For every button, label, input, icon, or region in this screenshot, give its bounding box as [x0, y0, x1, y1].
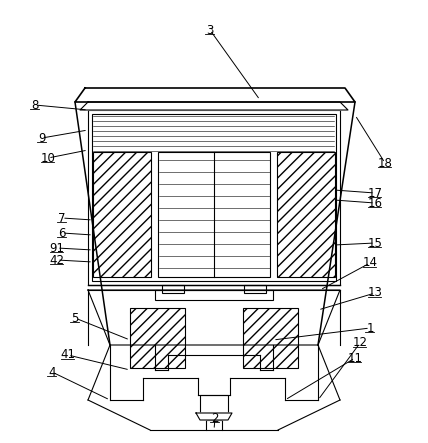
Text: 42: 42: [50, 253, 65, 267]
Text: 12: 12: [353, 337, 368, 350]
Polygon shape: [88, 290, 340, 345]
Text: 3: 3: [206, 23, 214, 36]
Polygon shape: [80, 102, 348, 110]
Bar: [92, 114, 336, 281]
Text: 4: 4: [48, 365, 56, 378]
Text: 11: 11: [348, 351, 363, 365]
Text: 9: 9: [38, 132, 46, 144]
Bar: [243, 308, 298, 368]
Bar: [88, 110, 340, 285]
Text: 7: 7: [58, 211, 66, 225]
Text: 8: 8: [31, 98, 39, 112]
Bar: [200, 395, 228, 413]
Bar: [277, 152, 335, 277]
Text: 10: 10: [41, 152, 56, 164]
Text: 17: 17: [368, 187, 383, 199]
Text: 2: 2: [211, 412, 219, 424]
Text: 13: 13: [368, 287, 383, 299]
Bar: [162, 285, 184, 293]
Bar: [155, 290, 273, 300]
Bar: [130, 308, 185, 368]
Text: 1: 1: [366, 322, 374, 334]
Text: 5: 5: [71, 311, 79, 325]
Text: 14: 14: [363, 256, 377, 269]
Text: 6: 6: [58, 226, 66, 240]
Bar: [206, 420, 222, 430]
Text: 18: 18: [377, 156, 392, 170]
Bar: [158, 152, 270, 277]
Text: 91: 91: [50, 241, 65, 254]
Text: 16: 16: [368, 197, 383, 210]
Text: 15: 15: [368, 237, 383, 249]
Bar: [244, 285, 266, 293]
Polygon shape: [196, 413, 232, 420]
Polygon shape: [75, 88, 355, 102]
Bar: [93, 152, 151, 277]
Text: 41: 41: [60, 349, 75, 361]
